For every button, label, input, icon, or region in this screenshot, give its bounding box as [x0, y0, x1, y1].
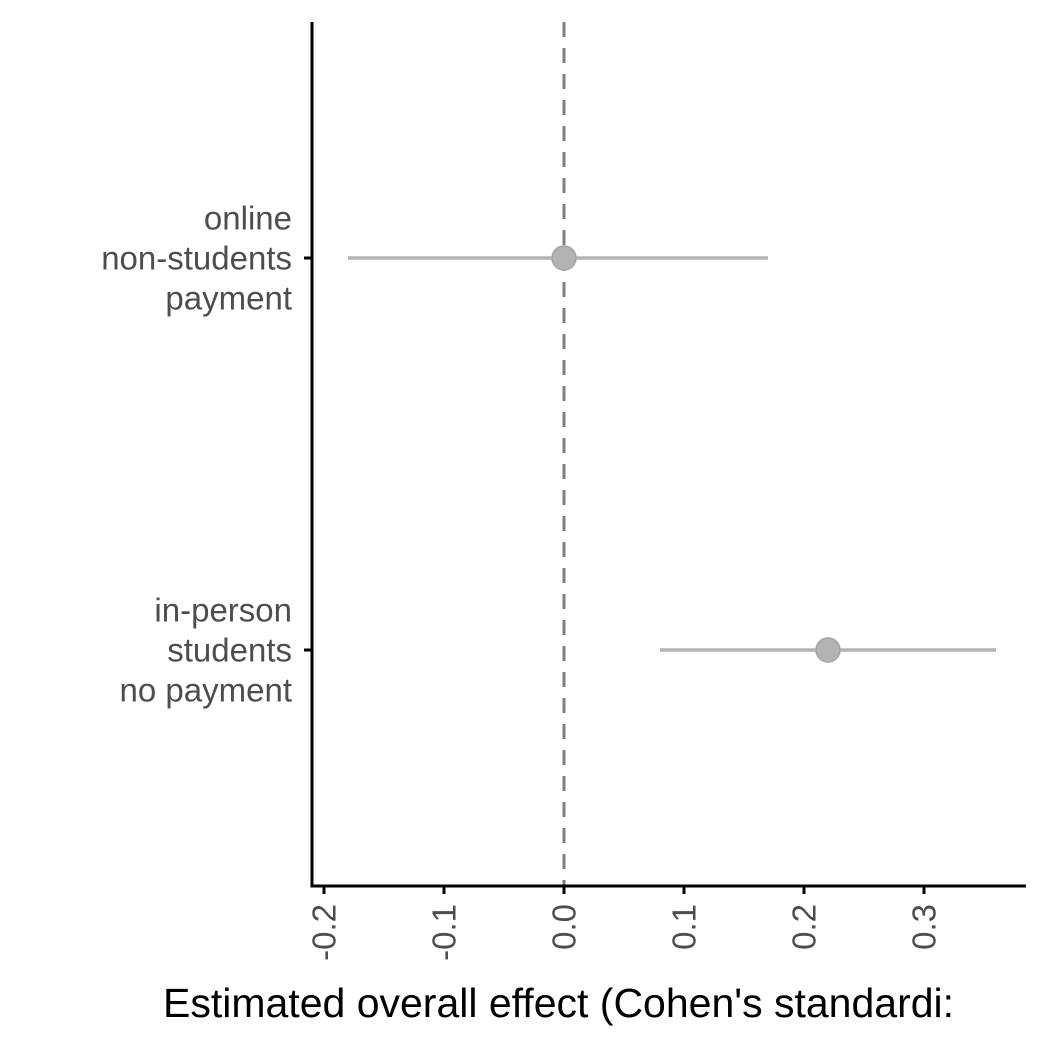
x-tick-label-5: 0.2 [786, 904, 823, 950]
y-tick-label-1-line-3: payment [165, 280, 292, 317]
estimate-point-1 [551, 245, 577, 271]
estimate-point-2 [815, 637, 841, 663]
x-tick-label-1: -0.2 [306, 904, 343, 961]
y-tick-label-2-line-1: in-person [154, 592, 292, 629]
x-axis-title: Estimated overall effect (Cohen's standa… [163, 980, 954, 1026]
x-tick-label-3: 0.0 [546, 904, 583, 950]
axes-layer [304, 22, 1026, 894]
y-tick-label-2-line-3: no payment [120, 672, 292, 709]
x-tick-label-6: 0.3 [906, 904, 943, 950]
y-tick-label-1-line-1: online [204, 200, 292, 237]
x-tick-label-2: -0.1 [426, 904, 463, 961]
y-tick-label-2-line-2: students [167, 632, 292, 669]
x-tick-label-layer: -0.2 -0.1 0.0 0.1 0.2 0.3 [306, 904, 943, 961]
interval-layer [348, 256, 996, 652]
x-tick-label-4: 0.1 [666, 904, 703, 950]
point-layer [551, 245, 841, 663]
y-tick-label-1-line-2: non-students [101, 240, 292, 277]
